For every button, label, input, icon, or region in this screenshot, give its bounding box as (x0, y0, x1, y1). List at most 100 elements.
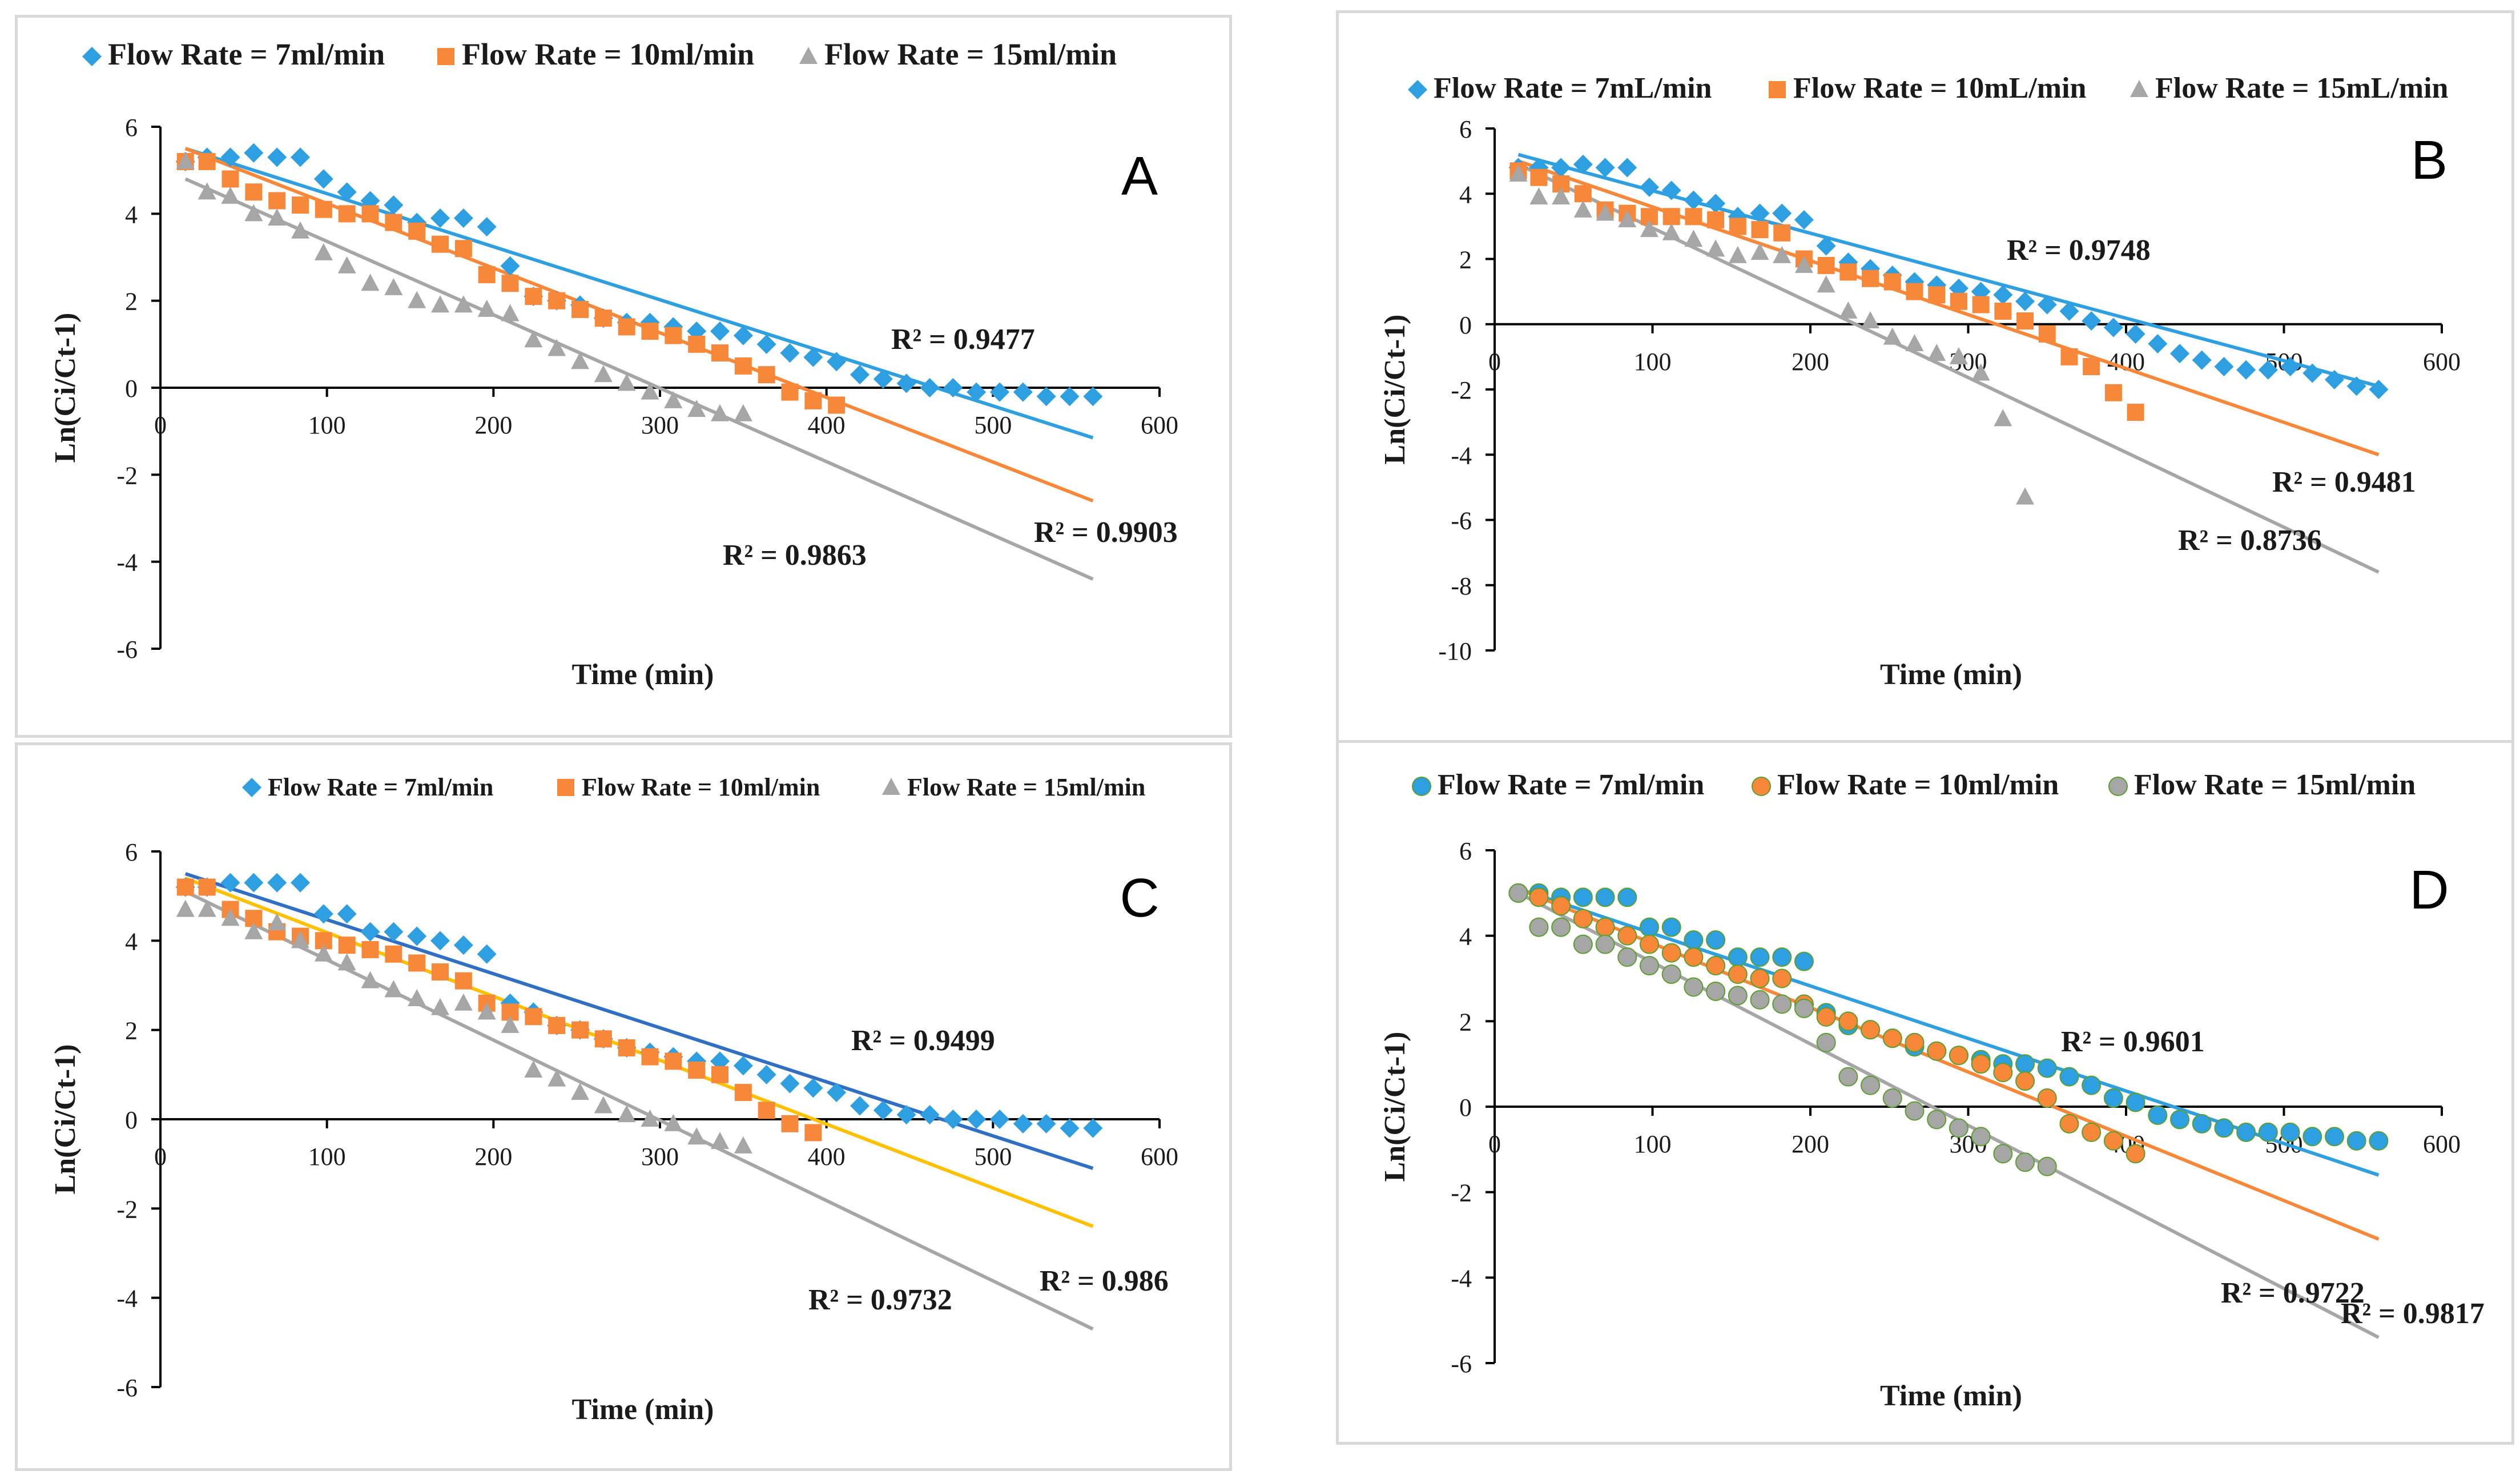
chart-c-data-point (176, 878, 194, 896)
chart-a-data-point (432, 235, 449, 253)
chart-b-x-tick-label: 0 (1488, 348, 1501, 376)
chart-d-data-point (2015, 1152, 2035, 1172)
chart-b-data-point (1596, 203, 1615, 221)
chart-c-data-point (524, 1060, 543, 1078)
chart-a-data-point (780, 343, 800, 363)
chart-a-x-tick-label: 200 (474, 411, 512, 439)
chart-c-legend-marker (242, 778, 261, 797)
chart-d-data-point (1639, 934, 1659, 954)
chart-a-data-point (803, 347, 823, 367)
chart-a-data-point (594, 365, 613, 383)
chart-a-legend-marker (82, 47, 102, 66)
chart-d-data-point (1684, 947, 1704, 967)
chart-b-x-tick-label: 200 (1792, 348, 1829, 376)
chart-c-data-point (873, 1100, 893, 1120)
chart-c-series-1 (175, 873, 1103, 1138)
chart-a-data-point (756, 334, 776, 354)
chart-b-data-point (1773, 224, 1791, 242)
chart-c-legend-marker (882, 778, 900, 795)
chart-b-data-point (1706, 194, 1726, 214)
chart-a-data-point (525, 288, 542, 306)
chart-b-data-point (2369, 380, 2389, 399)
chart-a-x-tick-label: 0 (154, 411, 167, 439)
chart-c-data-point (291, 873, 310, 893)
chart-d-data-point (1706, 981, 1726, 1001)
chart-d-series-1 (1508, 883, 2389, 1151)
chart-d-data-point (2369, 1131, 2389, 1151)
chart-c-data-point (664, 1114, 683, 1131)
chart-c-data-point (453, 935, 473, 955)
chart-b-data-point (1993, 285, 2013, 305)
chart-d-trendline (1517, 887, 2380, 1241)
chart-c-data-point (431, 998, 449, 1015)
chart-c-y-tick-label: 6 (125, 838, 138, 866)
chart-c-data-point (850, 1096, 869, 1116)
chart-d-data-point (1706, 956, 1726, 976)
chart-a-data-point (734, 357, 752, 375)
chart-c-x-tick-label: 400 (808, 1143, 846, 1171)
chart-b-x-axis-title: Time (min) (1880, 658, 2022, 691)
chart-d-y-tick-label: 0 (1459, 1094, 1472, 1122)
chart-a-data-point (267, 147, 287, 167)
chart-a-x-tick-label: 100 (308, 411, 346, 439)
chart-c-data-point (1060, 1118, 1080, 1138)
chart-c-data-point (665, 1052, 682, 1070)
chart-d-data-point (1882, 1088, 1902, 1108)
chart-d-data-point (1573, 887, 1593, 907)
chart-c-r2-label: R² = 0.9499 (851, 1024, 995, 1057)
chart-d-legend-marker (2108, 777, 2128, 796)
chart-d-data-point (1617, 947, 1637, 967)
chart-b-data-point (2302, 363, 2322, 383)
chart-b-r2-label: R² = 0.8736 (2178, 524, 2322, 557)
chart-a-series-2 (176, 152, 846, 414)
chart-b-data-point (1949, 347, 1968, 364)
chart-b-data-point (1816, 236, 1836, 256)
chart-c-legend-label: Flow Rate = 10ml/min (582, 773, 820, 801)
chart-b-data-point (2016, 487, 2035, 505)
chart-a-data-point (244, 204, 263, 222)
chart-a-legend-label: Flow Rate = 15ml/min (824, 37, 1117, 71)
chart-c-data-point (361, 941, 379, 958)
chart-c-data-point (548, 1016, 566, 1034)
chart-b-legend-marker (1408, 80, 1427, 99)
chart-d-data-point (1706, 930, 1726, 950)
chart-a-legend-label: Flow Rate = 10ml/min (462, 37, 754, 71)
chart-d-data-point (1617, 887, 1637, 907)
chart-d-data-point (2059, 1114, 2079, 1134)
chart-a-data-point (850, 365, 869, 385)
chart-d-data-point (1529, 917, 1549, 937)
chart-d-legend-label: Flow Rate = 15ml/min (2134, 769, 2416, 801)
chart-a-data-point (198, 182, 216, 200)
chart-b-data-point (1618, 210, 1637, 227)
chart-a-legend-label: Flow Rate = 7ml/min (108, 37, 385, 71)
chart-b-y-tick-label: 4 (1459, 180, 1472, 208)
chart-a-data-point (477, 299, 496, 317)
chart-c-data-point (384, 980, 403, 998)
chart-d-data-point (1794, 998, 1814, 1018)
chart-c-series-2 (176, 878, 822, 1142)
chart-d-data-point (1838, 1011, 1858, 1031)
chart-a-data-point (1036, 387, 1056, 407)
chart-c-data-point (432, 963, 449, 981)
chart-d-data-point (2214, 1118, 2234, 1138)
chart-b-data-point (2236, 360, 2256, 380)
chart-a-data-point (711, 404, 729, 421)
chart-a-data-point (571, 352, 589, 369)
chart-b-y-tick-label: -4 (1451, 441, 1472, 469)
chart-b-data-point (1883, 273, 1901, 291)
chart-a-r2-label: R² = 0.9863 (723, 539, 867, 572)
chart-a-data-point (781, 383, 799, 401)
chart-c-data-point (314, 944, 333, 962)
chart-a-data-point (221, 186, 240, 204)
chart-a-data-point (478, 266, 496, 283)
chart-a-data-point (361, 274, 380, 291)
chart-c-legend-label: Flow Rate = 7ml/min (268, 773, 493, 801)
chart-c-data-point (267, 873, 287, 893)
chart-a-data-point (408, 291, 426, 308)
chart-c-data-point (313, 904, 333, 924)
chart-a-data-point (571, 300, 589, 318)
chart-a-trendline (184, 147, 1094, 440)
chart-c-data-point (430, 931, 450, 951)
chart-a-r2-label: R² = 0.9477 (891, 323, 1035, 356)
